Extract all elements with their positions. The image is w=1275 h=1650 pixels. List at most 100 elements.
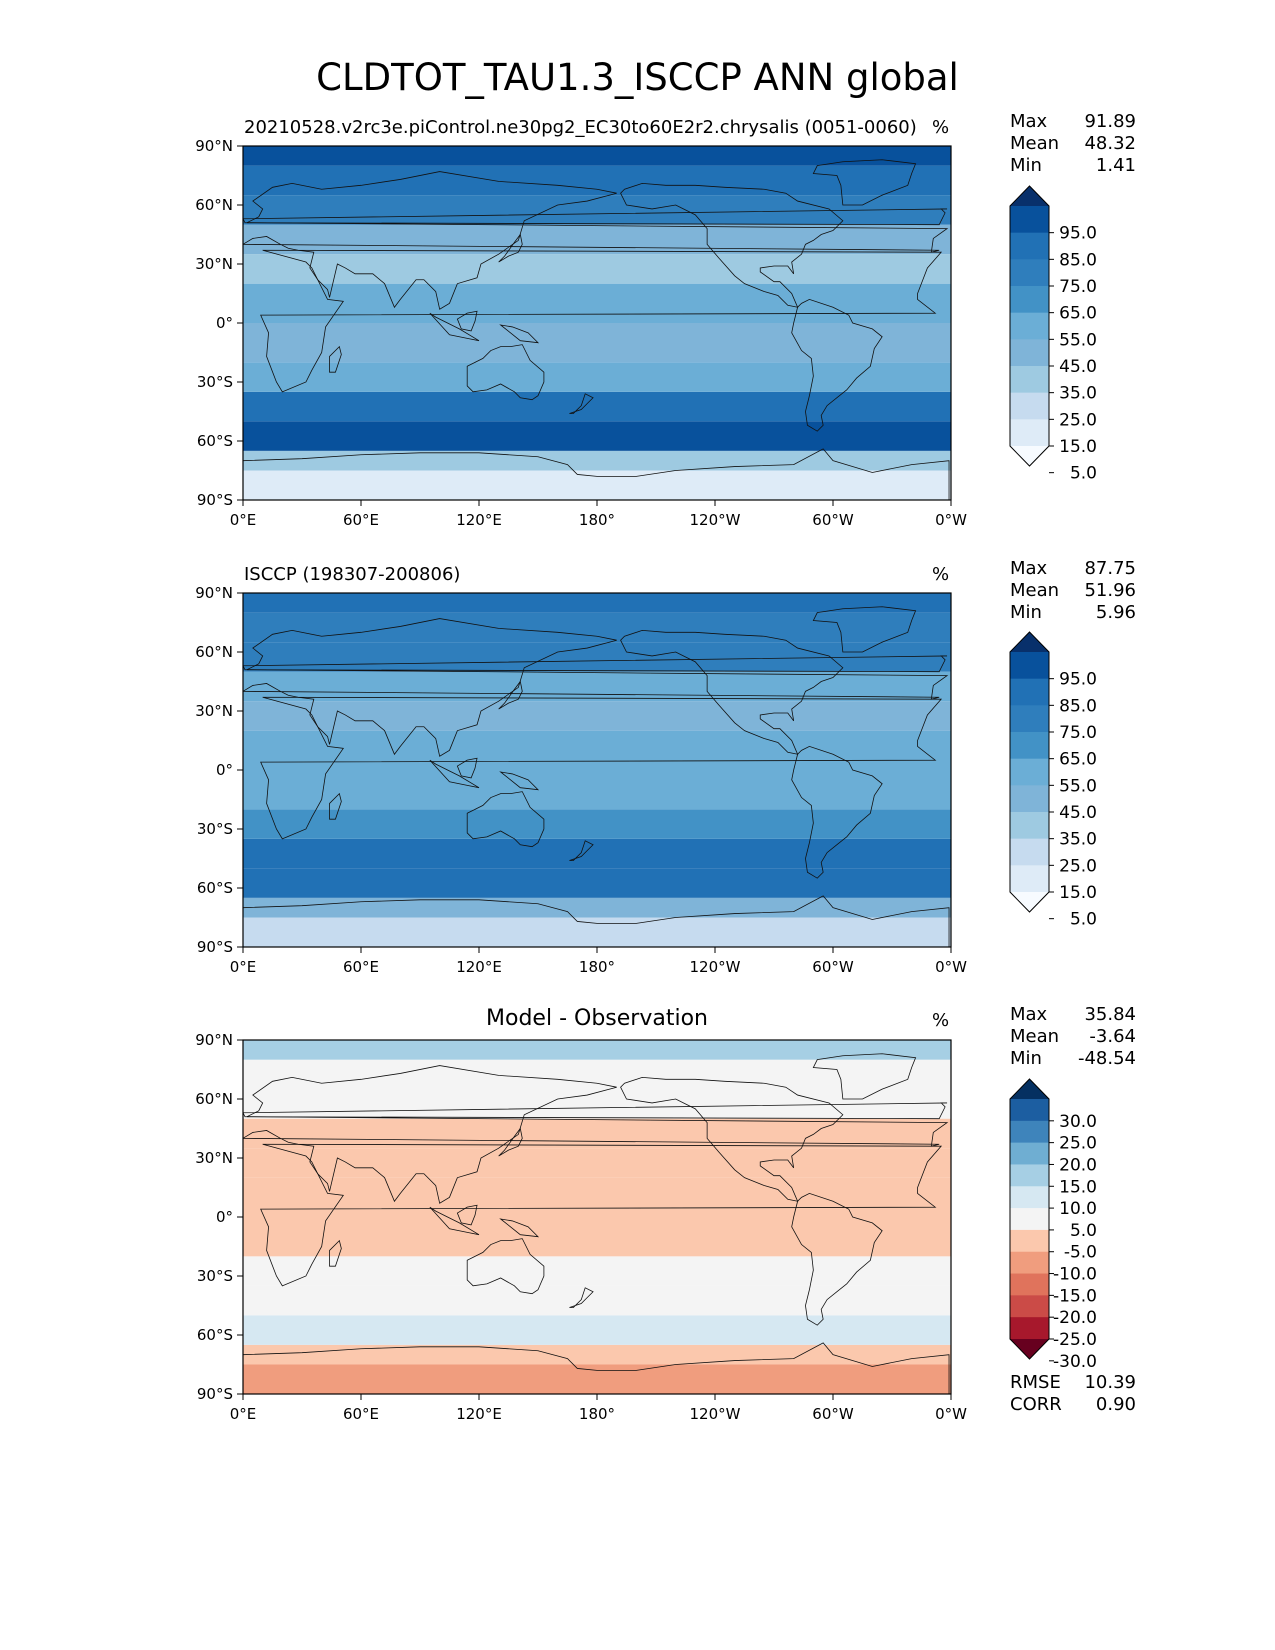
panel-2-title: ISCCP (198307-200806) <box>244 564 461 585</box>
coastline <box>812 1053 917 1100</box>
colorbar-label: 95.0 <box>1059 224 1097 244</box>
colorbar-segment <box>1010 1273 1049 1296</box>
zonal-band <box>243 868 951 898</box>
zonal-band <box>243 897 951 918</box>
y-tick-label: 30°S <box>197 373 233 391</box>
x-tick-label: 0°W <box>935 511 967 529</box>
panel-3-unit: % <box>932 1010 950 1031</box>
colorbar-segment <box>1010 1295 1049 1318</box>
colorbar-label: 10.0 <box>1059 1199 1097 1219</box>
coastline <box>456 757 478 779</box>
y-tick-label: 90°N <box>195 584 233 602</box>
coastline <box>498 233 523 263</box>
coastline <box>329 345 342 373</box>
coastline <box>499 771 540 791</box>
y-tick-label: 90°S <box>197 938 233 956</box>
coastline <box>466 791 545 848</box>
y-tick-label: 60°N <box>195 643 233 661</box>
zonal-band <box>243 770 951 810</box>
colorbar-1: 95.0 85.0 75.0 65.0 55.0 45.0 35.0 25.0 15.0 5.0 <box>1009 185 1097 484</box>
stat-value: 51.96 <box>1084 580 1136 601</box>
coastline <box>243 208 948 226</box>
x-tick-label: 60°E <box>343 958 379 976</box>
coastline <box>260 249 943 393</box>
colorbar-extend-top <box>1010 1079 1049 1099</box>
coastline <box>243 1102 948 1120</box>
x-tick-label: 60°W <box>812 958 854 976</box>
colorbar-label: 5.0 <box>1070 910 1097 930</box>
coastline <box>812 159 917 206</box>
colorbar-label: 55.0 <box>1059 776 1097 796</box>
colorbar-3: 30.025.020.015.010.05.0-5.0-10.0-15.0-20… <box>1009 1078 1097 1372</box>
map-panel-2: 0°E 60°E 120°E 180° 120°W 60°W 0°W 90°N 60°N 30°N… <box>195 584 967 976</box>
zonal-band <box>243 1059 951 1090</box>
coastline <box>243 618 949 757</box>
colorbar-segment <box>1010 652 1049 680</box>
colorbar-segment <box>1010 259 1049 287</box>
colorbar-segment <box>1010 705 1049 733</box>
colorbar-segment <box>1010 732 1049 760</box>
coastline <box>498 680 523 710</box>
coastline <box>791 745 883 879</box>
map-panel-1: 0°E 60°E 120°E 180° 120°W 60°W 0°W 90°N 60°N 30°N… <box>195 137 967 529</box>
y-tick-label: 60°S <box>197 1326 233 1344</box>
colorbar-label: -10.0 <box>1053 1265 1097 1285</box>
y-tick-label: 60°S <box>197 432 233 450</box>
colorbar-label: 75.0 <box>1059 277 1097 297</box>
zonal-band <box>243 1364 951 1394</box>
zonal-band <box>243 323 951 363</box>
stat-label: Min <box>1010 155 1042 176</box>
metric-value: 10.39 <box>1084 1372 1136 1393</box>
colorbar-extend-top <box>1010 632 1049 652</box>
coastline <box>260 1143 943 1287</box>
colorbar-segment <box>1010 812 1049 840</box>
stat-value: 35.84 <box>1084 1004 1136 1025</box>
coastline <box>456 1204 478 1226</box>
zonal-band <box>243 165 951 196</box>
zonal-band <box>243 612 951 643</box>
coastline <box>329 1239 342 1267</box>
coastline <box>243 655 948 673</box>
colorbar-segment <box>1010 286 1049 314</box>
stat-label: Mean <box>1010 580 1060 601</box>
metric-label: RMSE <box>1010 1372 1061 1393</box>
zonal-band <box>243 1217 951 1257</box>
coastline <box>498 1127 523 1157</box>
panel-2-unit: % <box>932 564 950 585</box>
coastline <box>260 696 943 840</box>
panel-1-title: 20210528.v2rc3e.piControl.ne30pg2_EC30to… <box>244 117 917 138</box>
coastline <box>569 840 594 861</box>
coastline <box>620 182 844 308</box>
zonal-band <box>243 1177 951 1217</box>
colorbar-label: 65.0 <box>1059 304 1097 324</box>
colorbar-label: -5.0 <box>1064 1243 1097 1263</box>
y-tick-label: 0° <box>216 761 233 779</box>
zonal-band <box>243 1256 951 1286</box>
coastline <box>429 312 480 342</box>
stat-label: Min <box>1010 602 1042 623</box>
coastline <box>791 298 883 432</box>
map-panel-3: 0°E 60°E 120°E 180° 120°W 60°W 0°W 90°N 60°N 30°N… <box>195 1031 967 1423</box>
colorbar-label: 25.0 <box>1059 1134 1097 1154</box>
coastline <box>812 606 917 653</box>
stat-label: Mean <box>1010 1026 1060 1047</box>
zonal-band <box>243 146 951 166</box>
x-tick-label: 0°W <box>935 1405 967 1423</box>
stat-label: Max <box>1010 558 1048 579</box>
colorbar-extend-bottom <box>1010 446 1049 466</box>
stat-value: 91.89 <box>1084 111 1136 132</box>
x-tick-label: 120°E <box>456 958 502 976</box>
coastline <box>243 171 949 310</box>
colorbar-segment <box>1010 1251 1049 1275</box>
coastline <box>569 1287 594 1308</box>
zonal-band <box>243 593 951 613</box>
x-tick-label: 0°E <box>230 511 257 529</box>
coastline <box>243 1342 950 1394</box>
colorbar-segment <box>1010 392 1049 420</box>
colorbar-label: 85.0 <box>1059 696 1097 716</box>
zonal-band <box>243 809 951 839</box>
colorbar-label: 30.0 <box>1059 1112 1097 1132</box>
colorbar-segment <box>1010 1229 1049 1253</box>
colorbar-segment <box>1010 366 1049 394</box>
